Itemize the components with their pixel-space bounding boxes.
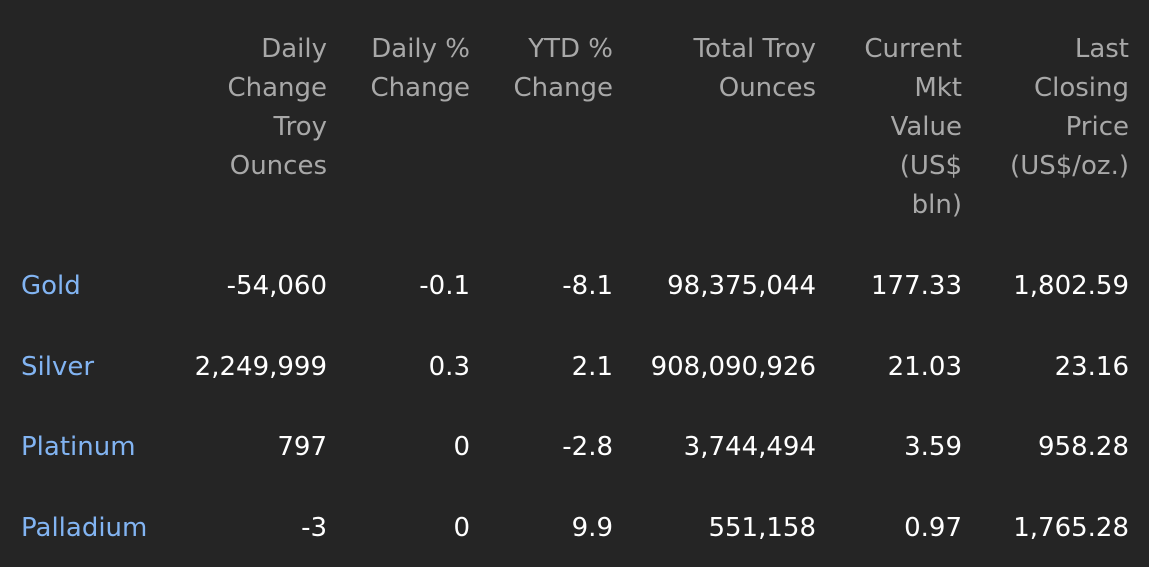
table-row-gold: Gold -54,060 -0.1 -8.1 98,375,044 177.33… [0,264,1149,308]
daily-change-oz-value: 2,249,999 [194,352,327,382]
last-close-value: 1,765.28 [1013,513,1129,543]
header-current-mkt-value: Current Mkt Value (US$ bln) [864,34,962,220]
mkt-value-value: 177.33 [871,271,962,301]
ytd-pct-value: -2.8 [562,432,613,462]
total-oz-value: 551,158 [708,513,816,543]
last-close-value: 1,802.59 [1013,271,1129,301]
mkt-value-value: 3.59 [904,432,962,462]
header-total-troy-ounces: Total Troy Ounces [693,34,816,103]
metal-link-palladium[interactable]: Palladium [21,513,148,543]
mkt-value-value: 21.03 [887,352,962,382]
last-close-value: 23.16 [1054,352,1129,382]
total-oz-value: 908,090,926 [650,352,816,382]
header-daily-change-troy-ounces: Daily Change Troy Ounces [227,34,327,181]
metal-link-silver[interactable]: Silver [21,352,95,382]
header-last-closing-price: Last Closing Price (US$/oz.) [1010,34,1129,181]
daily-change-oz-value: -54,060 [226,271,327,301]
total-oz-value: 98,375,044 [667,271,816,301]
daily-pct-value: -0.1 [419,271,470,301]
daily-pct-value: 0 [453,432,470,462]
ytd-pct-value: 2.1 [571,352,613,382]
ytd-pct-value: 9.9 [571,513,613,543]
metal-link-gold[interactable]: Gold [21,271,81,301]
header-daily-pct-change: Daily % Change [370,34,470,103]
table-row-silver: Silver 2,249,999 0.3 2.1 908,090,926 21.… [0,345,1149,389]
daily-change-oz-value: -3 [301,513,327,543]
daily-change-oz-value: 797 [277,432,327,462]
ytd-pct-value: -8.1 [562,271,613,301]
table-row-platinum: Platinum 797 0 -2.8 3,744,494 3.59 958.2… [0,425,1149,469]
metal-link-platinum[interactable]: Platinum [21,432,136,462]
daily-pct-value: 0 [453,513,470,543]
mkt-value-value: 0.97 [904,513,962,543]
table-row-palladium: Palladium -3 0 9.9 551,158 0.97 1,765.28 [0,506,1149,550]
daily-pct-value: 0.3 [428,352,470,382]
total-oz-value: 3,744,494 [683,432,816,462]
last-close-value: 958.28 [1038,432,1129,462]
header-ytd-pct-change: YTD % Change [513,34,613,103]
